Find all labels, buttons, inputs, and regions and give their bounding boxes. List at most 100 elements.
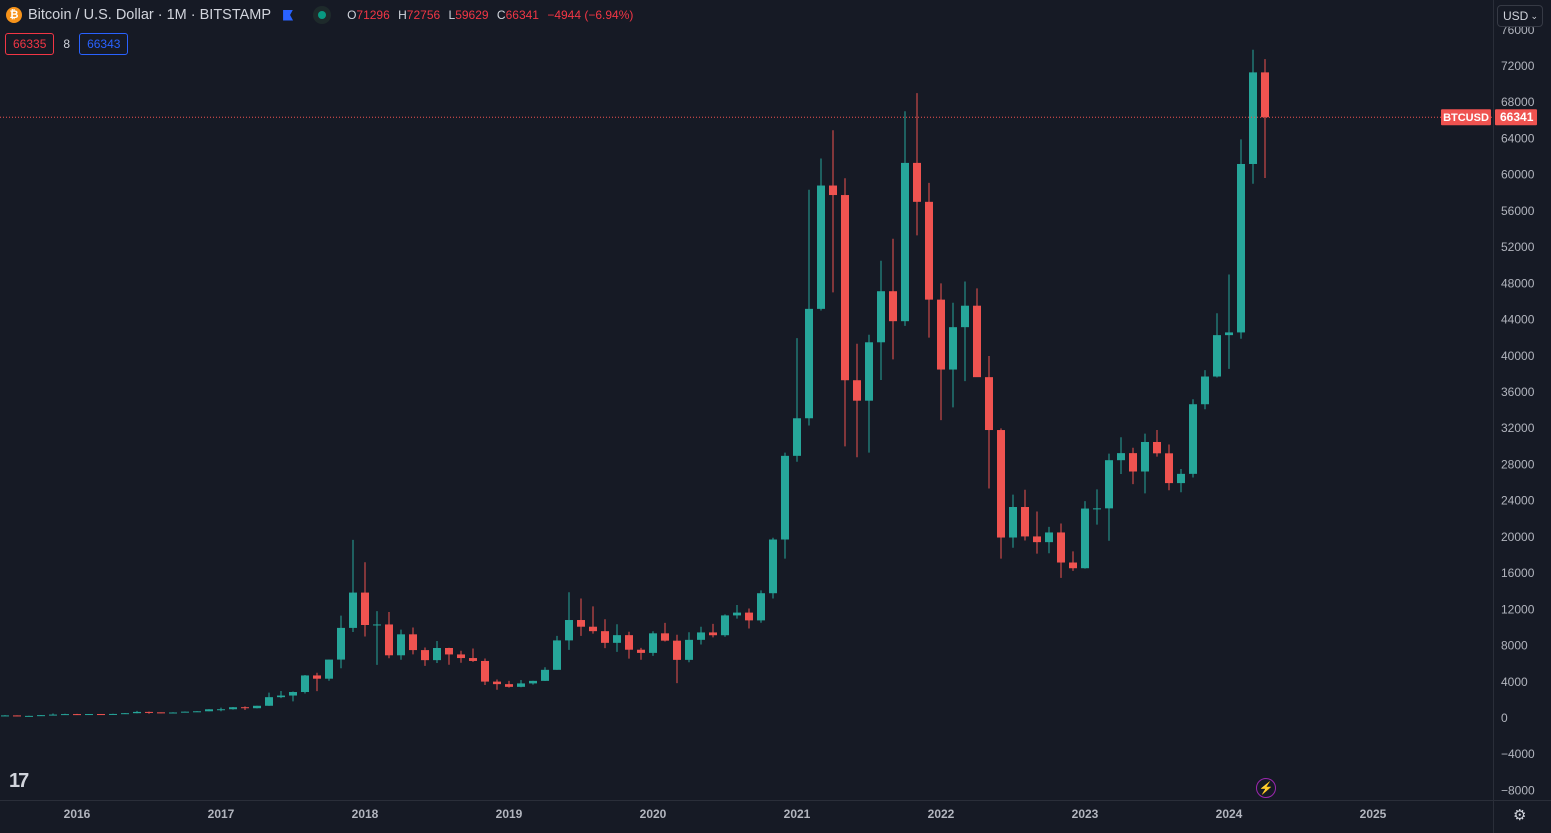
candle-body[interactable]: [865, 342, 873, 401]
candle-body[interactable]: [877, 291, 885, 343]
candle-body[interactable]: [409, 634, 417, 651]
candle-body[interactable]: [913, 162, 921, 202]
candle-body[interactable]: [277, 695, 285, 698]
candle-body[interactable]: [649, 633, 657, 653]
candle-body[interactable]: [109, 713, 117, 715]
candle-body[interactable]: [97, 714, 105, 716]
market-status-icon[interactable]: [313, 6, 332, 24]
candle-body[interactable]: [193, 711, 201, 713]
candle-body[interactable]: [157, 712, 165, 714]
candle-body[interactable]: [1033, 536, 1041, 543]
candle-body[interactable]: [1093, 508, 1101, 510]
candle-body[interactable]: [1201, 376, 1209, 405]
candle-body[interactable]: [1117, 453, 1125, 461]
candle-body[interactable]: [661, 633, 669, 641]
candle-body[interactable]: [781, 455, 789, 540]
candle-body[interactable]: [121, 713, 129, 715]
candle-body[interactable]: [697, 632, 705, 640]
candle-body[interactable]: [637, 649, 645, 653]
candle-body[interactable]: [1105, 460, 1113, 509]
candle-body[interactable]: [589, 626, 597, 632]
currency-select[interactable]: USD ⌄: [1497, 5, 1543, 27]
candle-body[interactable]: [529, 680, 537, 684]
candle-body[interactable]: [1249, 72, 1257, 164]
candle-body[interactable]: [673, 640, 681, 660]
candle-body[interactable]: [241, 707, 249, 709]
candle-body[interactable]: [541, 669, 549, 681]
buy-button[interactable]: 66343: [79, 33, 129, 55]
candle-body[interactable]: [433, 648, 441, 661]
tradingview-logo[interactable]: 17: [9, 770, 29, 792]
candle-body[interactable]: [253, 705, 261, 709]
candle-body[interactable]: [1081, 508, 1089, 569]
candle-body[interactable]: [73, 714, 81, 716]
candle-body[interactable]: [481, 660, 489, 682]
sell-button[interactable]: 66335: [5, 33, 55, 55]
candle-body[interactable]: [973, 305, 981, 378]
candle-body[interactable]: [925, 201, 933, 300]
candle-body[interactable]: [709, 632, 717, 636]
candle-body[interactable]: [37, 715, 45, 717]
candle-body[interactable]: [625, 635, 633, 650]
candle-body[interactable]: [1261, 72, 1269, 118]
candle-body[interactable]: [901, 162, 909, 322]
candle-body[interactable]: [553, 640, 561, 670]
candle-body[interactable]: [169, 712, 177, 714]
candle-body[interactable]: [49, 714, 57, 716]
candle-body[interactable]: [61, 714, 69, 716]
candle-body[interactable]: [397, 634, 405, 656]
candle-body[interactable]: [745, 612, 753, 621]
candle-body[interactable]: [793, 418, 801, 456]
candle-body[interactable]: [349, 592, 357, 628]
candle-body[interactable]: [265, 697, 273, 706]
candle-body[interactable]: [361, 592, 369, 625]
candle-body[interactable]: [229, 707, 237, 710]
candle-body[interactable]: [937, 299, 945, 370]
candle-body[interactable]: [325, 659, 333, 679]
symbol-title[interactable]: Bitcoin / U.S. Dollar · 1M · BITSTAMP: [28, 7, 272, 23]
candle-body[interactable]: [385, 624, 393, 656]
candle-body[interactable]: [1057, 532, 1065, 563]
candle-body[interactable]: [757, 593, 765, 621]
candle-body[interactable]: [949, 327, 957, 370]
candle-body[interactable]: [841, 195, 849, 381]
candle-body[interactable]: [889, 291, 897, 322]
candle-body[interactable]: [829, 185, 837, 196]
candle-body[interactable]: [1189, 404, 1197, 474]
candle-body[interactable]: [577, 620, 585, 627]
flag-icon[interactable]: [283, 9, 294, 21]
candle-body[interactable]: [421, 650, 429, 661]
candle-body[interactable]: [997, 430, 1005, 538]
candle-body[interactable]: [1045, 532, 1053, 543]
candle-body[interactable]: [1141, 441, 1149, 472]
candle-body[interactable]: [1225, 332, 1233, 336]
candle-body[interactable]: [469, 658, 477, 661]
candle-body[interactable]: [769, 539, 777, 594]
candle-body[interactable]: [181, 711, 189, 713]
candle-body[interactable]: [1069, 562, 1077, 569]
candle-body[interactable]: [1009, 507, 1017, 538]
candle-body[interactable]: [565, 620, 573, 641]
candle-body[interactable]: [517, 683, 525, 687]
candle-body[interactable]: [205, 709, 213, 712]
candle-body[interactable]: [721, 615, 729, 636]
candle-body[interactable]: [493, 681, 501, 685]
candle-body[interactable]: [1213, 335, 1221, 377]
candle-body[interactable]: [853, 380, 861, 401]
candle-body[interactable]: [985, 377, 993, 431]
candle-body[interactable]: [733, 612, 741, 616]
candle-body[interactable]: [961, 305, 969, 328]
lightning-icon[interactable]: ⚡: [1256, 778, 1276, 798]
candle-body[interactable]: [613, 635, 621, 643]
candle-body[interactable]: [1153, 441, 1161, 454]
candle-body[interactable]: [217, 709, 225, 711]
candle-body[interactable]: [13, 715, 21, 717]
candle-body[interactable]: [373, 624, 381, 626]
candle-body[interactable]: [1177, 473, 1185, 484]
candle-body[interactable]: [685, 639, 693, 660]
candle-body[interactable]: [805, 308, 813, 419]
candle-body[interactable]: [301, 675, 309, 693]
candle-body[interactable]: [337, 627, 345, 660]
candle-body[interactable]: [289, 692, 297, 696]
candle-body[interactable]: [457, 654, 465, 659]
